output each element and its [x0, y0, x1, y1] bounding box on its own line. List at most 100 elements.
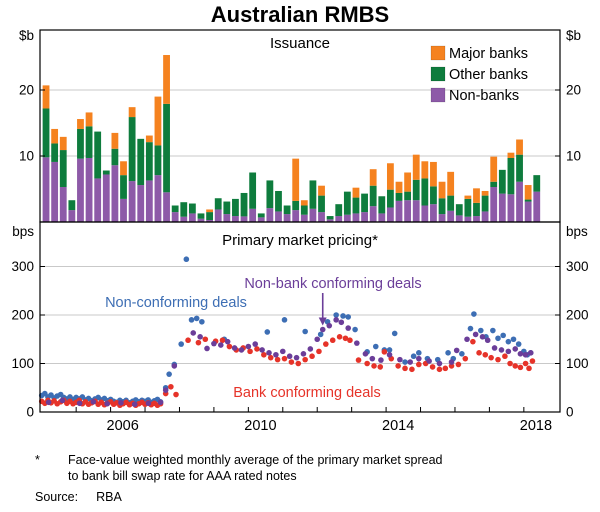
- bar-segment-major-banks: [473, 188, 480, 203]
- bar-segment-other-banks: [507, 157, 515, 195]
- scatter-point-non_conforming: [505, 338, 512, 345]
- bar-segment-major-banks: [395, 181, 403, 193]
- bar-segment-major-banks: [524, 185, 532, 200]
- bar-segment-non-banks: [430, 204, 437, 222]
- scatter-point-bank_conforming: [455, 361, 462, 368]
- scatter-point-non_bank_conforming: [190, 330, 197, 336]
- scatter-point-non_bank_conforming: [448, 359, 455, 365]
- y-unit-label: bps: [566, 224, 588, 239]
- bar-segment-non-banks: [283, 214, 291, 222]
- scatter-point-non_conforming: [445, 350, 451, 356]
- bar-segment-non-banks: [516, 181, 523, 222]
- scatter-point-non_bank_conforming: [59, 397, 66, 404]
- bar-segment-other-banks: [352, 197, 360, 214]
- bar-segment-non-banks: [137, 185, 145, 222]
- scatter-point-bank_conforming: [329, 337, 336, 344]
- y-tick-label: 0: [26, 405, 34, 420]
- bar-segment-major-banks: [51, 128, 59, 144]
- bar-segment-non-banks: [455, 215, 463, 222]
- bar-segment-major-banks: [163, 55, 170, 104]
- bar-segment-non-banks: [51, 161, 59, 222]
- scatter-point-non_bank_conforming: [157, 399, 164, 406]
- bar-segment-non-banks: [438, 214, 446, 222]
- bar-segment-other-banks: [421, 178, 429, 206]
- y-tick-label: 100: [566, 356, 589, 371]
- bar-segment-other-banks: [283, 205, 291, 215]
- bar-segment-non-banks: [206, 220, 214, 222]
- bar-segment-non-banks: [464, 216, 472, 222]
- panel-title-issuance: Issuance: [270, 35, 330, 52]
- bar-segment-other-banks: [214, 198, 222, 210]
- scatter-point-non_bank_conforming: [464, 336, 470, 343]
- bar-segment-other-banks: [145, 142, 153, 181]
- annotation-non-conforming: Non-conforming deals: [105, 295, 247, 311]
- scatter-point-bank_conforming: [371, 363, 377, 369]
- scatter-point-non_bank_conforming: [517, 351, 524, 357]
- bar-segment-non-banks: [498, 193, 506, 222]
- scatter-point-bank_conforming: [429, 364, 436, 370]
- scatter-point-bank_conforming: [185, 337, 191, 344]
- scatter-point-bank_conforming: [476, 350, 482, 356]
- bar-segment-non-banks: [111, 165, 119, 222]
- scatter-point-non_bank_conforming: [252, 341, 259, 347]
- scatter-point-non_bank_conforming: [416, 355, 422, 362]
- y-unit-label: bps: [12, 224, 34, 239]
- bar-segment-non-banks: [180, 216, 188, 222]
- bar-segment-major-banks: [438, 181, 446, 199]
- scatter-point-non_bank_conforming: [231, 345, 238, 351]
- bar-segment-major-banks: [430, 161, 437, 187]
- scatter-point-non_bank_conforming: [362, 351, 369, 357]
- bar-segment-major-banks: [516, 139, 523, 155]
- scatter-point-non_bank_conforming: [453, 347, 460, 354]
- bar-segment-non-banks: [309, 208, 317, 222]
- bar-segment-other-banks: [498, 169, 506, 194]
- bar-segment-non-banks: [447, 210, 455, 222]
- bar-segment-other-banks: [111, 148, 119, 166]
- bar-segment-other-banks: [240, 192, 248, 217]
- scatter-point-bank_conforming: [195, 339, 202, 346]
- scatter-point-bank_conforming: [226, 343, 233, 350]
- scatter-point-bank_conforming: [522, 360, 529, 367]
- bar-segment-other-banks: [51, 143, 59, 162]
- y-tick-label: 20: [566, 83, 581, 98]
- bar-segment-non-banks: [266, 208, 274, 222]
- bar-segment-non-banks: [145, 180, 153, 222]
- legend-label: Major banks: [449, 46, 528, 62]
- bar-segment-non-banks: [369, 206, 377, 222]
- bar-segment-non-banks: [412, 200, 420, 222]
- bar-segment-major-banks: [318, 185, 325, 196]
- y-tick-label: 20: [19, 83, 34, 98]
- scatter-point-non_conforming: [372, 343, 379, 350]
- scatter-point-non_conforming: [178, 341, 184, 347]
- scatter-point-bank_conforming: [502, 353, 508, 360]
- bar-segment-major-banks: [300, 200, 308, 206]
- scatter-point-non_conforming: [352, 326, 358, 333]
- scatter-point-non_bank_conforming: [338, 319, 345, 326]
- bar-segment-other-banks: [395, 192, 403, 201]
- bar-segment-other-banks: [266, 180, 274, 209]
- bar-segment-other-banks: [292, 200, 300, 211]
- bar-segment-other-banks: [223, 201, 231, 215]
- bar-segment-non-banks: [102, 174, 110, 222]
- bar-segment-other-banks: [455, 204, 463, 216]
- bar-segment-other-banks: [137, 138, 145, 186]
- scatter-point-non_conforming: [317, 331, 324, 338]
- scatter-point-non_bank_conforming: [76, 400, 83, 407]
- scatter-point-non_bank_conforming: [259, 347, 265, 353]
- bar-segment-other-banks: [128, 117, 136, 182]
- scatter-point-non_bank_conforming: [484, 337, 491, 344]
- scatter-point-non_bank_conforming: [118, 399, 124, 406]
- bar-segment-major-banks: [111, 132, 119, 149]
- bar-segment-non-banks: [223, 214, 231, 222]
- scatter-point-non_bank_conforming: [386, 351, 393, 358]
- scatter-point-non_bank_conforming: [479, 334, 486, 340]
- bar-segment-non-banks: [395, 200, 403, 222]
- bar-segment-major-banks: [42, 85, 50, 109]
- bar-segment-major-banks: [507, 152, 515, 158]
- scatter-point-non_bank_conforming: [326, 322, 333, 329]
- bar-segment-major-banks: [464, 195, 472, 199]
- scatter-point-non_bank_conforming: [217, 342, 224, 348]
- scatter-point-non_conforming: [183, 256, 190, 263]
- bar-segment-other-banks: [309, 180, 317, 209]
